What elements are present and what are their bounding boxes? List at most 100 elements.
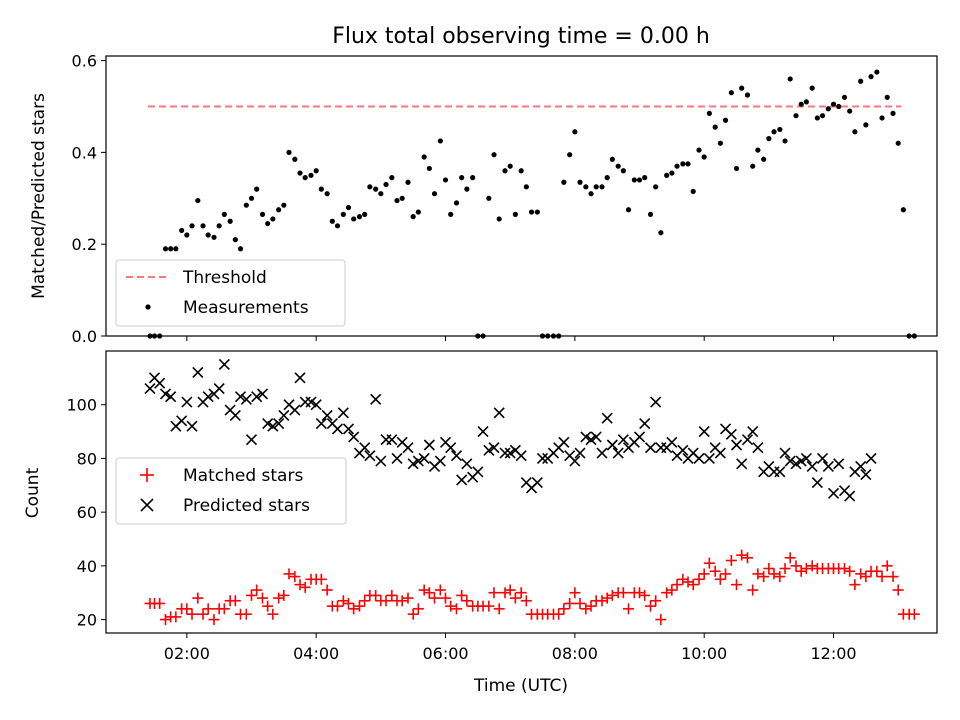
measurement-point (523, 184, 529, 190)
measurement-point (405, 179, 411, 185)
matched-star-point (855, 568, 867, 580)
predicted-star-point (154, 377, 166, 389)
matched-star-point (709, 565, 721, 577)
bottom-y-tick-label: 20 (77, 611, 97, 630)
measurement-point (308, 172, 314, 178)
bottom-x-tick-label: 02:00 (164, 644, 210, 663)
predicted-star-point (305, 396, 317, 408)
measurement-point (383, 181, 389, 188)
predicted-star-point (412, 455, 424, 467)
matched-star-point (876, 571, 888, 583)
measurement-point (744, 92, 751, 98)
predicted-star-point (585, 434, 597, 446)
predicted-star-point (315, 417, 327, 430)
predicted-star-point (483, 444, 495, 456)
matched-star-point (634, 587, 646, 599)
measurement-point (243, 202, 249, 208)
measurement-point (615, 163, 621, 169)
measurement-point (453, 200, 460, 206)
bottom-legend-box (115, 457, 347, 525)
predicted-star-point (337, 407, 349, 419)
measurement-point (599, 184, 605, 190)
measurement-point (502, 168, 508, 174)
measurement-point (442, 177, 449, 183)
predicted-star-point (229, 409, 241, 422)
bottom-y-tick-label: 40 (77, 557, 97, 576)
predicted-star-point (240, 393, 252, 405)
predicted-star-point (450, 450, 463, 462)
matched-star-point (192, 592, 204, 604)
bottom-y-tick-label: 80 (77, 449, 97, 468)
predicted-star-point (736, 458, 748, 470)
predicted-star-point (855, 460, 867, 473)
matched-star-point (181, 603, 193, 615)
measurement-point (281, 202, 287, 208)
predicted-star-point (445, 442, 457, 454)
matched-star-point (639, 589, 651, 601)
matched-star-point (736, 549, 748, 561)
measurement-point (680, 161, 686, 167)
bottom-panel: 20 40 60 80 100 02:00 04:00 06:00 08:00 10:00 12:0… (23, 350, 938, 696)
matched-star-point (451, 603, 463, 615)
matched-star-point (752, 568, 764, 580)
matched-star-point (504, 584, 516, 596)
matched-star-point (725, 554, 737, 566)
matched-star-point (661, 587, 673, 599)
matched-star-point (321, 584, 333, 596)
matched-star-point (860, 571, 872, 583)
predicted-star-point (402, 442, 414, 454)
measurement-point (685, 161, 691, 167)
measurement-point (879, 115, 885, 121)
matched-star-point (348, 603, 360, 615)
matched-star-point (218, 603, 230, 615)
measurement-point (583, 184, 589, 190)
predicted-star-point (515, 450, 527, 462)
measurement-point (334, 223, 341, 229)
top-plot-frame (105, 55, 938, 337)
predicted-star-point (644, 442, 657, 454)
bottom-x-tick-label: 04:00 (293, 644, 339, 663)
matched-star-point (682, 576, 694, 588)
predicted-star-point (213, 383, 225, 395)
matched-star-point (742, 552, 754, 564)
measurement-point (572, 129, 578, 135)
measurement-point (162, 246, 169, 252)
measurement-point (841, 94, 848, 100)
matched-star-point (354, 600, 366, 612)
predicted-star-point (294, 372, 306, 384)
predicted-star-point (677, 444, 689, 456)
matched-star-point (650, 595, 662, 607)
predicted-star-point (267, 420, 279, 432)
measurement-point (809, 85, 815, 91)
measurement-point (825, 106, 831, 112)
matched-star-point (283, 568, 295, 580)
bottom-plot-frame (105, 350, 938, 634)
predicted-star-point (822, 460, 834, 473)
measurement-point (399, 195, 405, 201)
predicted-star-point (364, 450, 376, 462)
bottom-x-tick-label: 12:00 (810, 644, 856, 663)
measurement-point (787, 76, 793, 82)
matched-star-point (256, 592, 268, 604)
matched-star-point (887, 571, 899, 583)
measurement-point (179, 227, 185, 234)
matched-star-point (768, 568, 780, 580)
predicted-star-point (504, 447, 516, 459)
predicted-star-point (806, 460, 818, 473)
predicted-star-point (370, 393, 382, 405)
bottom-x-tick-label: 08:00 (552, 644, 598, 663)
chart-title: Flux total observing time = 0.00 h (332, 24, 710, 49)
legend-matched-label: Matched stars (183, 466, 303, 486)
predicted-star-point (321, 409, 333, 422)
predicted-star-point (741, 434, 754, 446)
measurement-point (448, 211, 454, 217)
matched-star-point (434, 584, 446, 596)
matched-star-point (509, 592, 521, 604)
predicted-star-point (590, 431, 602, 443)
measurement-point (378, 191, 384, 197)
measurement-point (470, 175, 476, 181)
matched-star-point (488, 587, 500, 599)
predicted-star-point (407, 458, 419, 470)
matched-star-point (606, 589, 618, 601)
measurement-point (696, 147, 702, 153)
